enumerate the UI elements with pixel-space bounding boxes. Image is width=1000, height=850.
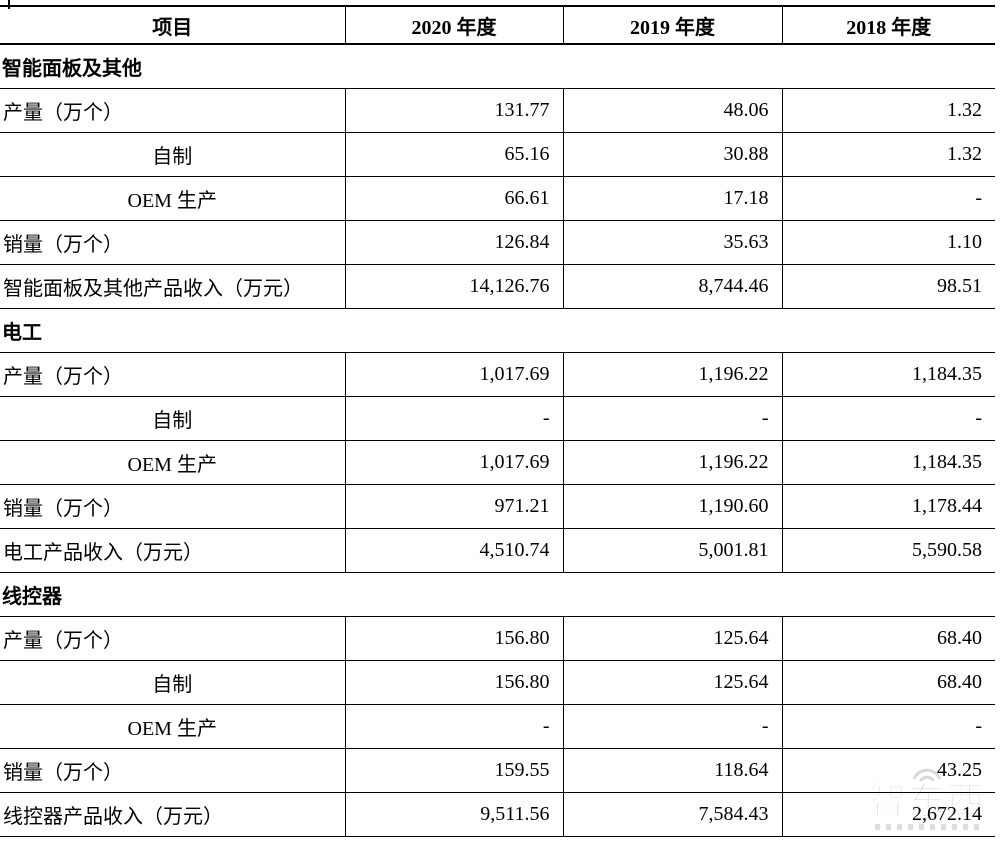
value-cell-2018: 1,184.35 [781,352,995,397]
table-row: 智能面板及其他产品收入（万元） 14,126.76 8,744.46 98.51 [0,264,995,309]
row-label: 线控器产品收入（万元） [0,792,345,837]
row-label: 销量（万个） [0,220,345,265]
row-label: OEM 生产 [0,176,345,221]
section-header: 线控器 [0,572,995,617]
value-cell-2020: 1,017.69 [344,352,563,397]
value-cell-2020: 9,511.56 [344,792,563,837]
value-cell-2019: - [562,396,782,441]
table-row: 产量（万个） 1,017.69 1,196.22 1,184.35 [0,352,995,397]
section-header: 智能面板及其他 [0,44,995,89]
value-cell-2019: 125.64 [562,660,782,705]
value-cell-2018: 1.32 [781,132,995,177]
value-cell-2020: 14,126.76 [344,264,563,309]
value-cell-2020: 156.80 [344,616,563,661]
section-header: 电工 [0,308,995,353]
value-cell-2018: 68.40 [781,660,995,705]
value-cell-2018: 1,178.44 [781,484,995,529]
row-label: 电工产品收入（万元） [0,528,345,573]
row-label: 自制 [0,660,345,705]
value-cell-2020: - [344,396,563,441]
value-cell-2020: 1,017.69 [344,440,563,485]
table-row: OEM 生产 1,017.69 1,196.22 1,184.35 [0,440,995,485]
value-cell-2020: 159.55 [344,748,563,793]
value-cell-2018: 98.51 [781,264,995,309]
table-row: 产量（万个） 156.80 125.64 68.40 [0,616,995,661]
production-sales-table: 项目 2020 年度 2019 年度 2018 年度 智能面板及其他 产量（万个… [0,5,995,837]
value-cell-2018: 2,672.14 [781,792,995,837]
section-row: 电工 [0,308,995,353]
value-cell-2020: 131.77 [344,88,563,133]
value-cell-2018: - [781,704,995,749]
value-cell-2019: 30.88 [562,132,782,177]
table-row: 自制 65.16 30.88 1.32 [0,132,995,177]
column-header-item: 项目 [0,6,345,45]
value-cell-2019: 125.64 [562,616,782,661]
table-row: 电工产品收入（万元） 4,510.74 5,001.81 5,590.58 [0,528,995,573]
value-cell-2020: 4,510.74 [344,528,563,573]
value-cell-2019: 17.18 [562,176,782,221]
scan-artifact-line [8,0,10,9]
table-row: 销量（万个） 971.21 1,190.60 1,178.44 [0,484,995,529]
value-cell-2019: 1,196.22 [562,352,782,397]
value-cell-2018: 1,184.35 [781,440,995,485]
column-header-2019: 2019 年度 [562,6,782,45]
value-cell-2020: 156.80 [344,660,563,705]
value-cell-2020: 971.21 [344,484,563,529]
row-label: 自制 [0,132,345,177]
table-body: 智能面板及其他 产量（万个） 131.77 48.06 1.32 自制 65.1… [0,44,995,837]
table-row: 自制 - - - [0,396,995,441]
table-row: 销量（万个） 159.55 118.64 43.25 [0,748,995,793]
table-row: OEM 生产 - - - [0,704,995,749]
value-cell-2019: 35.63 [562,220,782,265]
value-cell-2018: 43.25 [781,748,995,793]
value-cell-2019: - [562,704,782,749]
value-cell-2018: - [781,176,995,221]
table-row: OEM 生产 66.61 17.18 - [0,176,995,221]
table-header-row: 项目 2020 年度 2019 年度 2018 年度 [0,6,995,45]
value-cell-2019: 1,196.22 [562,440,782,485]
column-header-2018: 2018 年度 [781,6,995,45]
value-cell-2018: - [781,396,995,441]
value-cell-2019: 118.64 [562,748,782,793]
table-row: 线控器产品收入（万元） 9,511.56 7,584.43 2,672.14 [0,792,995,837]
row-label: 自制 [0,396,345,441]
row-label: OEM 生产 [0,704,345,749]
value-cell-2019: 5,001.81 [562,528,782,573]
value-cell-2019: 48.06 [562,88,782,133]
row-label: 产量（万个） [0,352,345,397]
value-cell-2019: 8,744.46 [562,264,782,309]
value-cell-2018: 1.10 [781,220,995,265]
value-cell-2020: 66.61 [344,176,563,221]
value-cell-2019: 1,190.60 [562,484,782,529]
value-cell-2018: 68.40 [781,616,995,661]
value-cell-2020: - [344,704,563,749]
row-label: 产量（万个） [0,88,345,133]
row-label: 销量（万个） [0,484,345,529]
value-cell-2019: 7,584.43 [562,792,782,837]
row-label: 智能面板及其他产品收入（万元） [0,264,345,309]
table-row: 销量（万个） 126.84 35.63 1.10 [0,220,995,265]
table-row: 产量（万个） 131.77 48.06 1.32 [0,88,995,133]
value-cell-2018: 5,590.58 [781,528,995,573]
row-label: OEM 生产 [0,440,345,485]
column-header-2020: 2020 年度 [344,6,563,45]
section-row: 智能面板及其他 [0,44,995,89]
value-cell-2020: 65.16 [344,132,563,177]
table-row: 自制 156.80 125.64 68.40 [0,660,995,705]
row-label: 销量（万个） [0,748,345,793]
value-cell-2018: 1.32 [781,88,995,133]
section-row: 线控器 [0,572,995,617]
value-cell-2020: 126.84 [344,220,563,265]
row-label: 产量（万个） [0,616,345,661]
